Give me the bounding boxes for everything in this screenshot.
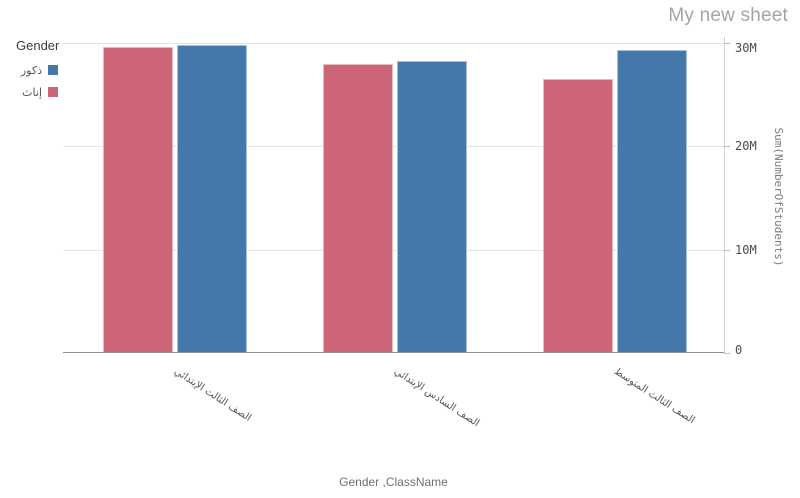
y-tick-label-0: 0 <box>735 343 743 357</box>
y-tick-label-10M: 10M <box>735 242 757 257</box>
bar-chart-plot-area <box>63 43 724 353</box>
gridline-30M <box>63 43 724 44</box>
sheet-title: My new sheet <box>668 5 788 26</box>
legend-item-label: إناث <box>22 85 42 99</box>
x-axis-title: Gender ,ClassName <box>339 475 448 489</box>
y-tick-label-30M: 30M <box>735 41 757 55</box>
gridline-10M <box>63 249 724 251</box>
y-axis-line <box>724 37 725 354</box>
bar-1-cat-1[interactable] <box>397 60 467 353</box>
x-category-label-1[interactable]: الصف السادس الإبتدائي <box>392 366 482 430</box>
legend-item-label: ذكور <box>20 63 42 77</box>
legend-swatch-icon <box>48 87 58 97</box>
chart-legend: Gender ذكور إناث <box>16 38 76 103</box>
y-axis-title: Sum(NumberOfStudents) <box>772 127 785 267</box>
gridline-20M <box>63 146 724 148</box>
bar-0-cat-2[interactable] <box>543 79 613 353</box>
y-tick-30M <box>724 43 730 44</box>
bar-0-cat-1[interactable] <box>323 63 393 353</box>
x-category-label-2[interactable]: الصف الثالث المتوسط <box>612 366 697 427</box>
legend-item-0[interactable]: ذكور <box>16 59 58 81</box>
y-tick-label-20M: 20M <box>735 139 757 154</box>
bar-1-cat-2[interactable] <box>617 50 687 353</box>
legend-swatch-icon <box>48 65 58 75</box>
bar-1-cat-0[interactable] <box>177 45 247 353</box>
legend-title: Gender <box>16 38 60 53</box>
legend-items: ذكور إناث <box>16 59 58 103</box>
x-category-label-0[interactable]: الصف الثالث الإبتدائي <box>172 366 253 424</box>
bar-0-cat-0[interactable] <box>103 47 173 353</box>
y-tick-10M <box>724 249 730 251</box>
legend-item-1[interactable]: إناث <box>16 81 58 103</box>
y-tick-0 <box>724 353 730 354</box>
x-axis-baseline <box>63 352 724 353</box>
y-tick-20M <box>724 146 730 148</box>
